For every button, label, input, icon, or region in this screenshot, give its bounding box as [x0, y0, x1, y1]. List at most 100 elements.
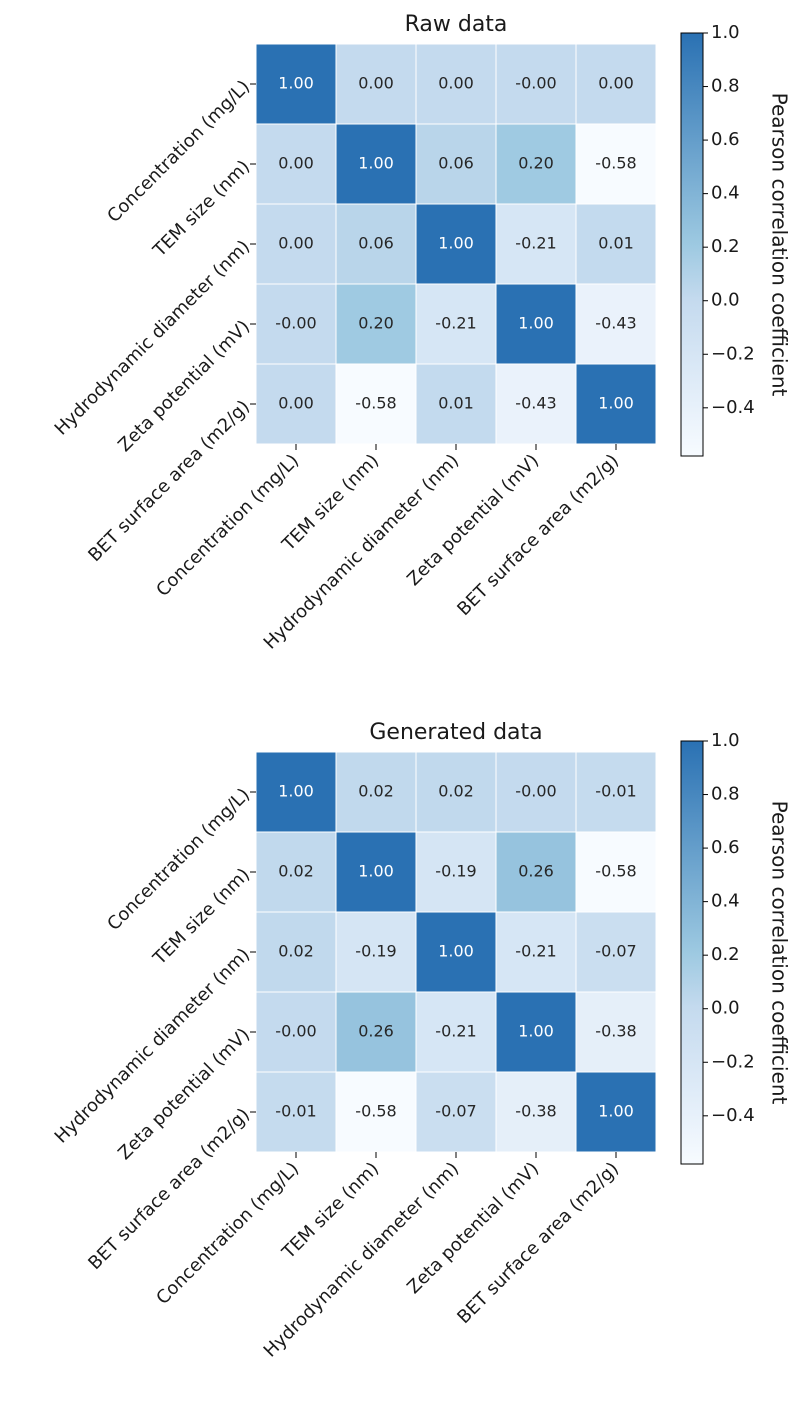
- heatmap-cell: [575, 123, 657, 205]
- heatmap-cell: [335, 43, 417, 125]
- colorbar-tick-label: 0.4: [711, 891, 740, 912]
- heatmap-cell: [575, 831, 657, 913]
- heatmap-cell: [335, 203, 417, 285]
- heatmap-cell: [415, 283, 497, 365]
- x-tick-label: BET surface area (m2/g): [453, 1158, 623, 1328]
- cell-label: 1.00: [438, 234, 474, 253]
- colorbar-tick-label: −0.4: [711, 397, 755, 418]
- heatmap-cell: [255, 831, 337, 913]
- cell-label: -0.58: [595, 862, 636, 881]
- cell-label: 0.26: [358, 1022, 394, 1041]
- heatmap-cell: [495, 1071, 577, 1153]
- heatmap-cell: [255, 751, 337, 833]
- cell-label: -0.00: [275, 314, 316, 333]
- cell-label: 1.00: [518, 314, 554, 333]
- chart-title: Raw data: [405, 12, 508, 37]
- heatmap-cell: [575, 751, 657, 833]
- cell-label: 0.20: [518, 154, 554, 173]
- heatmap-cell: [415, 831, 497, 913]
- heatmap-cell: [335, 363, 417, 445]
- colorbar-tick-label: 0.8: [711, 76, 740, 97]
- colorbar-tick-label: −0.4: [711, 1105, 755, 1126]
- cell-label: -0.01: [275, 1102, 316, 1121]
- x-tick-label: BET surface area (m2/g): [453, 450, 623, 620]
- y-tick-label: Concentration (mg/L): [103, 76, 254, 227]
- cell-label: 1.00: [358, 154, 394, 173]
- cell-label: -0.00: [275, 1022, 316, 1041]
- colorbar-tick-label: 0.6: [711, 129, 740, 150]
- cell-label: -0.21: [435, 1022, 476, 1041]
- heatmap-cell: [575, 911, 657, 993]
- cell-label: 0.26: [518, 862, 554, 881]
- y-tick-label: BET surface area (m2/g): [84, 1104, 254, 1274]
- heatmap-cell: [495, 283, 577, 365]
- colorbar-tick-label: 0.8: [711, 784, 740, 805]
- heatmap-cell: [415, 123, 497, 205]
- heatmap-cell: [495, 991, 577, 1073]
- colorbar-tick-label: 0.2: [711, 944, 740, 965]
- heatmap-cell: [495, 911, 577, 993]
- y-tick-label: BET surface area (m2/g): [84, 396, 254, 566]
- heatmap-cell: [415, 363, 497, 445]
- cell-label: -0.00: [515, 782, 556, 801]
- cell-label: -0.43: [595, 314, 636, 333]
- colorbar-tick-label: −0.2: [711, 343, 755, 364]
- heatmap-cell: [575, 363, 657, 445]
- cell-label: 0.02: [358, 782, 394, 801]
- x-tick-label: Zeta potential (mV): [403, 1158, 543, 1298]
- colorbar-tick-label: 1.0: [711, 730, 740, 751]
- colorbar-label: Pearson correlation coefficient: [768, 93, 792, 397]
- cell-label: 0.01: [598, 234, 634, 253]
- cell-label: -0.58: [355, 394, 396, 413]
- heatmap-cell: [575, 991, 657, 1073]
- y-tick-label: Zeta potential (mV): [114, 1024, 254, 1164]
- colorbar-tick-label: −0.2: [711, 1051, 755, 1072]
- cell-label: 0.00: [278, 394, 314, 413]
- heatmap-cell: [415, 43, 497, 125]
- heatmap-cell: [255, 363, 337, 445]
- heatmap-cell: [495, 43, 577, 125]
- cell-label: -0.21: [515, 942, 556, 961]
- heatmap-cell: [575, 43, 657, 125]
- heatmap-cell: [335, 283, 417, 365]
- colorbar-tick-label: 0.0: [711, 290, 740, 311]
- cell-label: -0.00: [515, 74, 556, 93]
- colorbar-tick-label: 1.0: [711, 22, 740, 43]
- y-tick-label: Zeta potential (mV): [114, 316, 254, 456]
- cell-label: 0.00: [438, 74, 474, 93]
- cell-label: 0.20: [358, 314, 394, 333]
- chart-title: Generated data: [369, 720, 542, 745]
- cell-label: 0.02: [278, 862, 314, 881]
- colorbar: [680, 32, 704, 457]
- heatmap-cell: [255, 43, 337, 125]
- cell-label: 0.00: [358, 74, 394, 93]
- heatmap-cell: [255, 1071, 337, 1153]
- cell-label: 0.02: [278, 942, 314, 961]
- cell-label: 1.00: [438, 942, 474, 961]
- cell-label: -0.21: [435, 314, 476, 333]
- heatmap-cell: [335, 1071, 417, 1153]
- cell-label: -0.07: [435, 1102, 476, 1121]
- cell-label: -0.07: [595, 942, 636, 961]
- colorbar: [680, 740, 704, 1165]
- cell-label: 1.00: [598, 1102, 634, 1121]
- colorbar-label: Pearson correlation coefficient: [768, 801, 792, 1105]
- heatmap-cell: [415, 751, 497, 833]
- cell-label: 0.06: [438, 154, 474, 173]
- cell-label: -0.58: [595, 154, 636, 173]
- heatmap-cell: [255, 123, 337, 205]
- heatmap-cell: [495, 203, 577, 285]
- heatmap-cell: [335, 911, 417, 993]
- y-tick-label: Concentration (mg/L): [103, 784, 254, 935]
- cell-label: 1.00: [598, 394, 634, 413]
- colorbar-tick-label: 0.2: [711, 236, 740, 257]
- cell-label: -0.19: [435, 862, 476, 881]
- cell-label: 0.06: [358, 234, 394, 253]
- cell-label: 1.00: [278, 74, 314, 93]
- cell-label: -0.21: [515, 234, 556, 253]
- cell-label: -0.38: [595, 1022, 636, 1041]
- heatmap-cell: [415, 1071, 497, 1153]
- cell-label: 0.00: [598, 74, 634, 93]
- x-tick-label: Zeta potential (mV): [403, 450, 543, 590]
